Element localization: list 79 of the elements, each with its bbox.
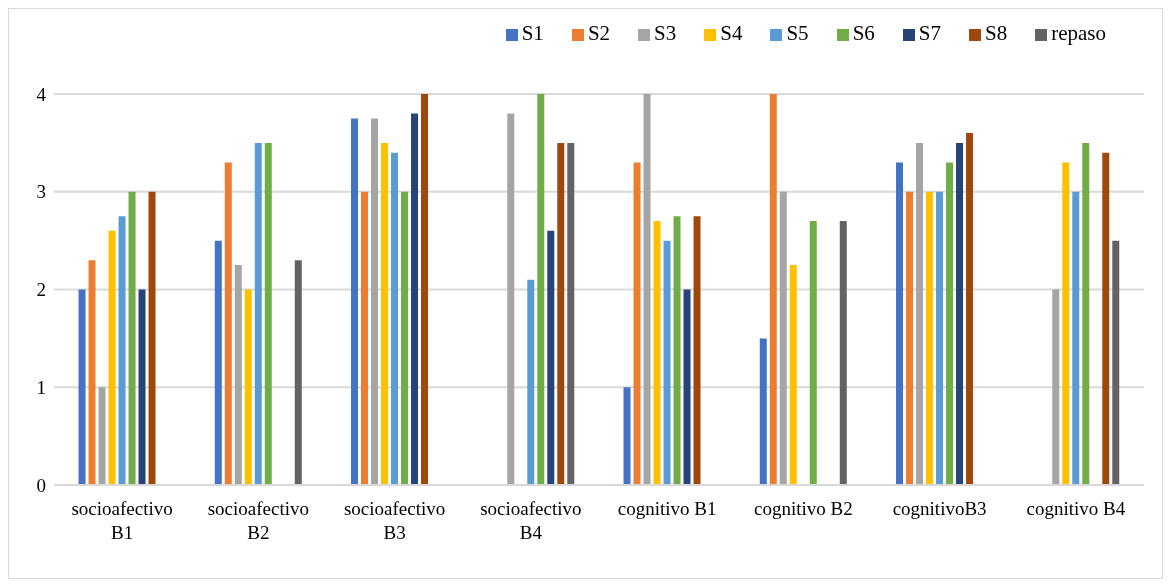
bar	[936, 191, 944, 485]
bar	[118, 216, 126, 485]
bar	[411, 113, 419, 485]
bar	[653, 221, 661, 485]
y-tick-label: 4	[36, 83, 47, 105]
bar	[759, 338, 767, 485]
x-tick-label: socioafectivo B4	[480, 498, 582, 543]
bar	[906, 191, 914, 485]
bar	[1102, 152, 1110, 485]
bar	[128, 191, 136, 485]
bar	[401, 191, 409, 485]
bar	[663, 240, 671, 485]
bar	[779, 191, 787, 485]
bar	[381, 142, 389, 485]
bar	[673, 216, 681, 485]
bar	[224, 162, 232, 485]
legend-label: S7	[918, 21, 941, 45]
bar	[98, 387, 106, 485]
bar	[527, 279, 535, 485]
bar	[966, 133, 974, 485]
bar	[138, 289, 146, 485]
bar	[946, 162, 954, 485]
bar	[567, 142, 575, 485]
bar	[148, 191, 156, 485]
bar	[547, 230, 555, 485]
x-tick-label: socioafectivo B3	[343, 498, 446, 543]
bar	[351, 118, 359, 485]
bar	[1052, 289, 1060, 485]
bar	[537, 94, 545, 485]
x-tick-label: cognitivoB3	[892, 498, 987, 519]
bar	[896, 162, 904, 485]
bar	[421, 94, 429, 485]
bar	[234, 265, 242, 485]
bar	[643, 94, 651, 485]
legend-label: S1	[521, 21, 544, 45]
bar	[916, 142, 924, 485]
y-tick-label: 2	[36, 279, 46, 301]
bar	[789, 265, 797, 485]
legend-label: repaso	[1051, 21, 1106, 45]
legend-label: S5	[786, 21, 809, 45]
bar	[391, 152, 399, 485]
x-tick-label: socioafectivo B2	[207, 498, 310, 543]
bar	[633, 162, 641, 485]
legend-label: S4	[720, 21, 743, 45]
bar	[623, 387, 631, 485]
bar	[214, 240, 222, 485]
bar	[108, 230, 116, 485]
legend-label: S6	[852, 21, 875, 45]
bar	[769, 94, 777, 485]
bar	[557, 142, 565, 485]
legend-label: S3	[654, 21, 677, 45]
bar	[254, 142, 262, 485]
y-tick-label: 1	[36, 376, 46, 398]
bar	[264, 142, 272, 485]
bar	[839, 221, 847, 485]
x-tick-label: cognitivo B1	[617, 498, 717, 519]
bar	[244, 289, 252, 485]
x-tick-label: cognitivo B2	[754, 498, 853, 519]
bar	[1082, 142, 1090, 485]
bar	[294, 260, 302, 485]
bar	[809, 221, 817, 485]
y-tick-label: 0	[36, 474, 46, 496]
x-tick-label: cognitivo B4	[1026, 498, 1126, 519]
bar	[1112, 240, 1120, 485]
bar	[1062, 162, 1070, 485]
bar	[1072, 191, 1080, 485]
bar	[88, 260, 96, 485]
bar	[371, 118, 379, 485]
legend-label: S2	[587, 21, 611, 45]
bar	[693, 216, 701, 485]
bar	[361, 191, 369, 485]
bar	[926, 191, 934, 485]
bar	[683, 289, 691, 485]
y-tick-label: 3	[36, 181, 46, 203]
bar	[507, 113, 515, 485]
bar	[78, 289, 86, 485]
legend-label: S8	[985, 21, 1008, 45]
bar	[956, 142, 964, 485]
x-tick-label: socioafectivo B1	[71, 498, 173, 543]
